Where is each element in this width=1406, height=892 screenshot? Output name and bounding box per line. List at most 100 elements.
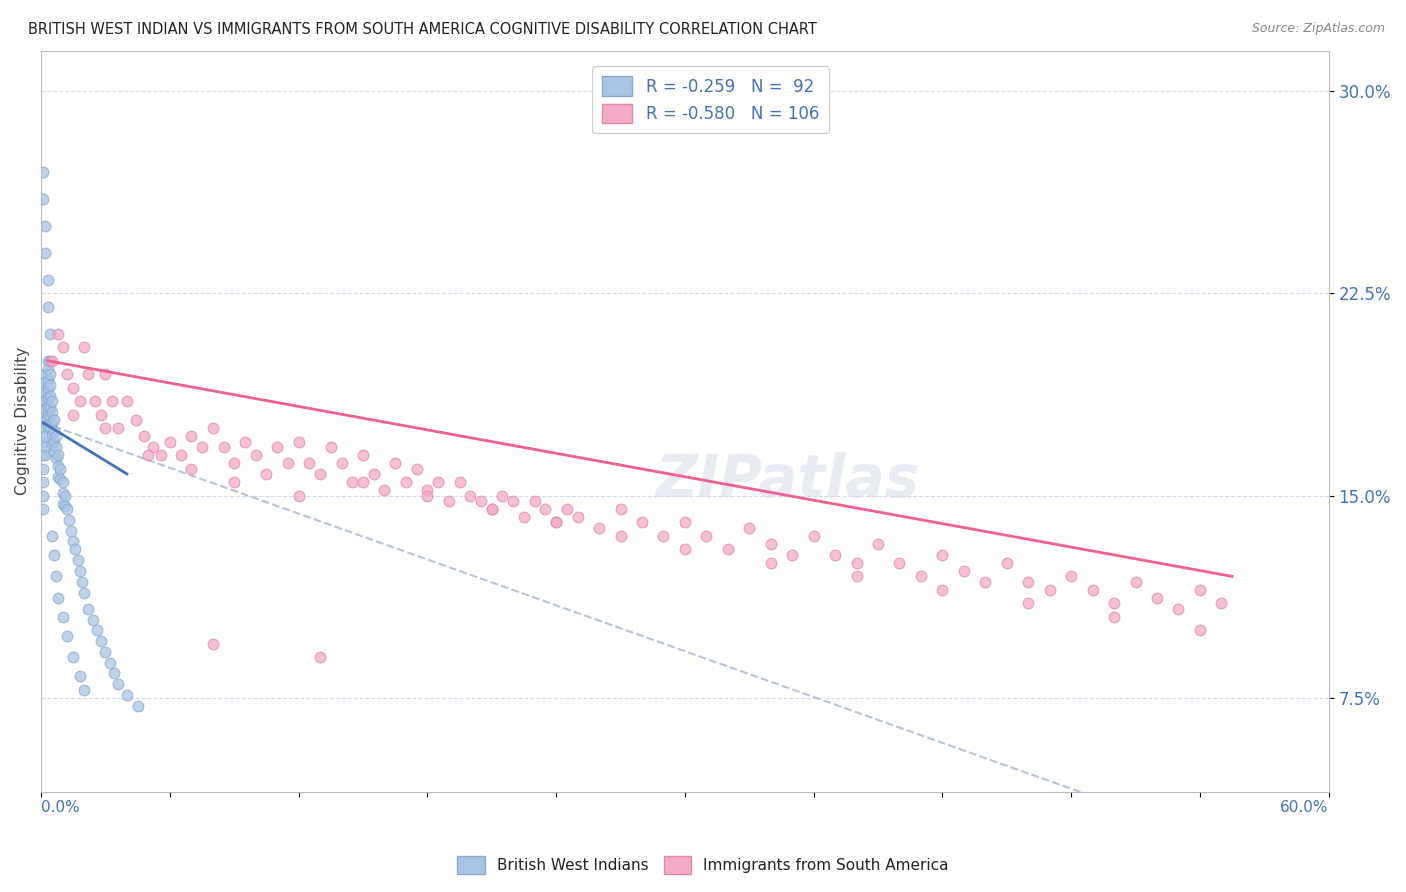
Point xyxy=(38,353,60,368)
Point xyxy=(32,461,55,475)
Point xyxy=(287,489,309,503)
Point xyxy=(34,245,56,260)
Point xyxy=(34,368,56,382)
Point xyxy=(58,513,80,527)
Point xyxy=(201,637,224,651)
Point xyxy=(127,698,149,713)
Point xyxy=(491,489,513,503)
Point xyxy=(673,542,696,557)
Point xyxy=(86,624,108,638)
Point xyxy=(363,467,385,481)
Point xyxy=(115,688,138,702)
Point xyxy=(41,529,63,543)
Point xyxy=(309,650,332,665)
Point xyxy=(995,556,1018,570)
Point xyxy=(481,502,503,516)
Point xyxy=(1211,596,1233,610)
Point xyxy=(37,392,59,406)
Point xyxy=(254,467,277,481)
Point xyxy=(437,494,460,508)
Point xyxy=(101,394,124,409)
Point xyxy=(98,656,121,670)
Point xyxy=(245,448,267,462)
Point xyxy=(37,418,59,433)
Point xyxy=(1188,582,1211,597)
Point xyxy=(330,456,353,470)
Point xyxy=(1188,624,1211,638)
Point xyxy=(502,494,524,508)
Point xyxy=(180,461,202,475)
Point xyxy=(1146,591,1168,605)
Point xyxy=(759,556,782,570)
Point xyxy=(1060,569,1083,583)
Point xyxy=(142,440,165,454)
Point xyxy=(41,353,63,368)
Point xyxy=(83,394,105,409)
Point xyxy=(717,542,740,557)
Point xyxy=(115,394,138,409)
Point xyxy=(180,429,202,443)
Point xyxy=(46,448,69,462)
Point xyxy=(52,340,75,354)
Point xyxy=(37,408,59,422)
Point xyxy=(32,434,55,449)
Point xyxy=(352,475,374,489)
Point xyxy=(384,456,406,470)
Point xyxy=(45,450,67,465)
Point xyxy=(1125,574,1147,589)
Point xyxy=(32,421,55,435)
Point xyxy=(62,534,84,549)
Point xyxy=(42,445,65,459)
Point xyxy=(45,440,67,454)
Text: 60.0%: 60.0% xyxy=(1279,800,1329,815)
Point xyxy=(73,682,96,697)
Point xyxy=(34,219,56,233)
Point xyxy=(309,467,332,481)
Point xyxy=(759,537,782,551)
Point xyxy=(66,553,89,567)
Point xyxy=(34,421,56,435)
Point xyxy=(49,472,72,486)
Point xyxy=(534,502,557,516)
Point xyxy=(34,386,56,401)
Point xyxy=(609,502,631,516)
Point xyxy=(588,521,610,535)
Point xyxy=(287,434,309,449)
Point xyxy=(32,165,55,179)
Point xyxy=(90,408,112,422)
Point xyxy=(42,548,65,562)
Point xyxy=(73,585,96,599)
Point xyxy=(910,569,932,583)
Point xyxy=(931,582,953,597)
Point xyxy=(1102,610,1125,624)
Point xyxy=(224,456,246,470)
Point xyxy=(780,548,803,562)
Point xyxy=(38,326,60,341)
Point xyxy=(1039,582,1062,597)
Point xyxy=(32,394,55,409)
Point xyxy=(52,485,75,500)
Point xyxy=(94,645,117,659)
Point xyxy=(77,601,100,615)
Point xyxy=(191,440,214,454)
Point xyxy=(201,421,224,435)
Point xyxy=(546,516,568,530)
Point xyxy=(69,564,91,578)
Point xyxy=(555,502,578,516)
Point xyxy=(45,429,67,443)
Point xyxy=(34,376,56,390)
Point xyxy=(652,529,675,543)
Point xyxy=(38,378,60,392)
Point xyxy=(41,405,63,419)
Point xyxy=(845,569,868,583)
Point xyxy=(1081,582,1104,597)
Point xyxy=(124,413,146,427)
Point xyxy=(458,489,481,503)
Point xyxy=(42,434,65,449)
Point xyxy=(70,574,93,589)
Point xyxy=(56,368,79,382)
Point xyxy=(60,524,83,538)
Point xyxy=(34,402,56,417)
Point xyxy=(82,613,104,627)
Point xyxy=(103,666,125,681)
